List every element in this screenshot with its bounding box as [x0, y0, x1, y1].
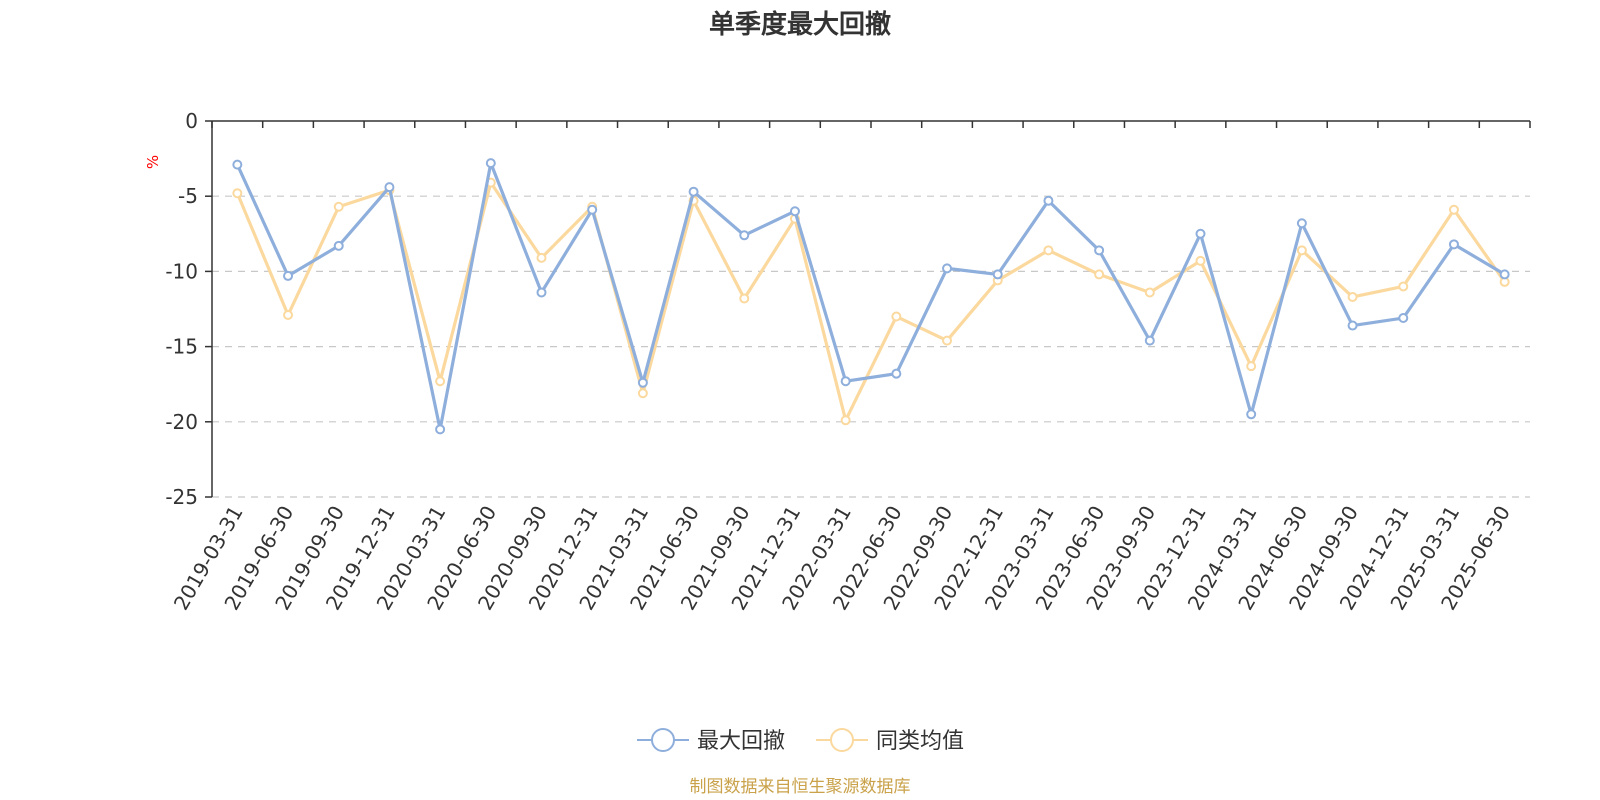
- legend[interactable]: 最大回撤 同类均值: [637, 728, 964, 754]
- source-note: 制图数据来自恒生聚源数据库: [690, 777, 911, 797]
- data-point[interactable]: [485, 158, 496, 169]
- data-point[interactable]: [637, 377, 648, 388]
- data-point[interactable]: [283, 310, 294, 321]
- legend-label: 同类均值: [876, 729, 964, 754]
- data-point[interactable]: [1448, 239, 1459, 250]
- data-point[interactable]: [891, 311, 902, 322]
- data-point[interactable]: [536, 252, 547, 263]
- series-line: [235, 181, 1506, 422]
- data-point[interactable]: [840, 376, 851, 387]
- data-point[interactable]: [1398, 281, 1409, 292]
- data-point[interactable]: [1499, 269, 1510, 280]
- series-group: [232, 158, 1510, 435]
- series-lines: [232, 158, 1510, 435]
- data-point[interactable]: [435, 376, 446, 387]
- data-point[interactable]: [536, 287, 547, 298]
- data-point[interactable]: [1043, 245, 1054, 256]
- data-point[interactable]: [1094, 245, 1105, 256]
- data-point[interactable]: [1144, 287, 1155, 298]
- data-point[interactable]: [1144, 335, 1155, 346]
- data-point[interactable]: [283, 270, 294, 281]
- gridlines: [212, 195, 1530, 498]
- y-tick-label: -20: [165, 410, 198, 434]
- data-point[interactable]: [1347, 291, 1358, 302]
- legend-item[interactable]: 同类均值: [816, 728, 964, 754]
- data-point[interactable]: [1246, 409, 1257, 420]
- legend-marker: [651, 728, 675, 752]
- data-point[interactable]: [587, 204, 598, 215]
- series-line: [235, 161, 1506, 431]
- data-point[interactable]: [1094, 269, 1105, 280]
- legend-marker: [830, 728, 854, 752]
- data-point[interactable]: [637, 388, 648, 399]
- data-point[interactable]: [1195, 228, 1206, 239]
- data-point[interactable]: [789, 206, 800, 217]
- data-point[interactable]: [688, 186, 699, 197]
- data-point[interactable]: [333, 240, 344, 251]
- series-group: [232, 177, 1510, 426]
- data-point[interactable]: [435, 424, 446, 435]
- legend-label: 最大回撤: [697, 729, 785, 754]
- legend-item[interactable]: 最大回撤: [637, 728, 785, 754]
- data-point[interactable]: [942, 335, 953, 346]
- y-tick-label: -15: [165, 335, 198, 359]
- data-point[interactable]: [384, 182, 395, 193]
- data-point[interactable]: [992, 269, 1003, 280]
- y-tick-label: -10: [165, 259, 198, 283]
- data-point[interactable]: [891, 368, 902, 379]
- data-point[interactable]: [1043, 195, 1054, 206]
- data-point[interactable]: [1246, 361, 1257, 372]
- data-point[interactable]: [232, 188, 243, 199]
- data-point[interactable]: [739, 230, 750, 241]
- data-point[interactable]: [1195, 255, 1206, 266]
- y-unit-label: %: [144, 155, 162, 169]
- data-point[interactable]: [1448, 204, 1459, 215]
- data-point[interactable]: [942, 263, 953, 274]
- y-tick-label: -5: [178, 184, 198, 208]
- data-point[interactable]: [739, 293, 750, 304]
- y-tick-label: 0: [185, 109, 198, 133]
- data-point[interactable]: [1296, 245, 1307, 256]
- y-tick-label: -25: [165, 485, 198, 509]
- axes: 0-5-10-15-20-252019-03-312019-06-302019-…: [165, 109, 1531, 614]
- data-point[interactable]: [1398, 313, 1409, 324]
- data-point[interactable]: [1347, 320, 1358, 331]
- data-point[interactable]: [232, 159, 243, 170]
- data-point[interactable]: [1296, 218, 1307, 229]
- data-point[interactable]: [840, 415, 851, 426]
- chart-title: 单季度最大回撤: [709, 9, 891, 40]
- data-point[interactable]: [333, 201, 344, 212]
